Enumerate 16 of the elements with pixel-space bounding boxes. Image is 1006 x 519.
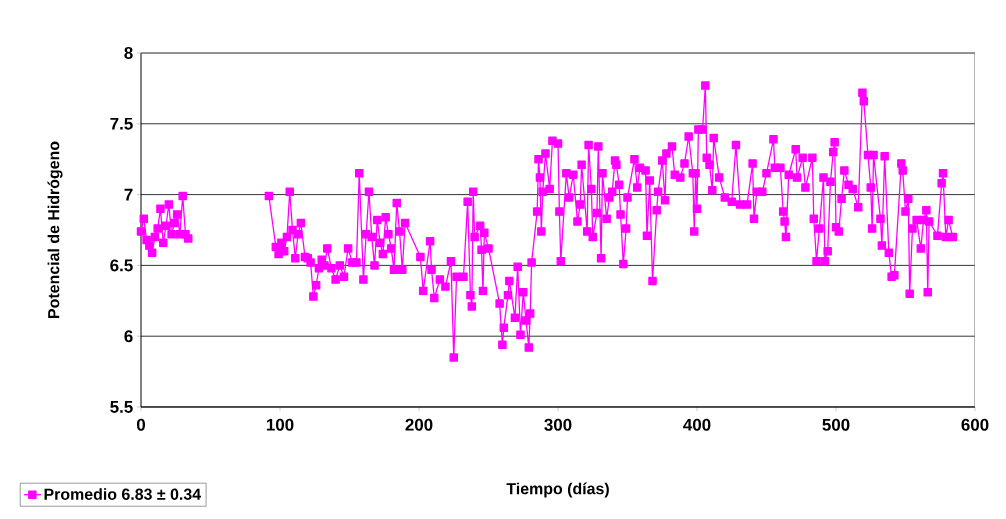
y-axis-title: Potencial de Hidrógeno — [47, 141, 63, 318]
y-tick-label: 6 — [124, 330, 133, 343]
y-tick-label: 7 — [124, 188, 133, 201]
x-axis-title: Tiempo (días) — [506, 482, 609, 498]
legend-label: Promedio 6.83 ± 0.34 — [44, 488, 202, 500]
x-tick-label: 500 — [822, 418, 850, 431]
y-tick-label: 5.5 — [110, 401, 133, 413]
x-tick-label: 200 — [405, 418, 433, 431]
x-tick-label: 0 — [136, 418, 146, 431]
x-tick-label: 600 — [961, 418, 989, 431]
y-tick-label: 7.5 — [110, 117, 133, 130]
y-tick-label: 8 — [124, 46, 133, 59]
y-tick-label: 6.5 — [110, 259, 133, 272]
x-tick-label: 300 — [544, 418, 572, 431]
x-tick-label: 400 — [683, 418, 711, 431]
x-tick-label: 100 — [266, 418, 294, 431]
